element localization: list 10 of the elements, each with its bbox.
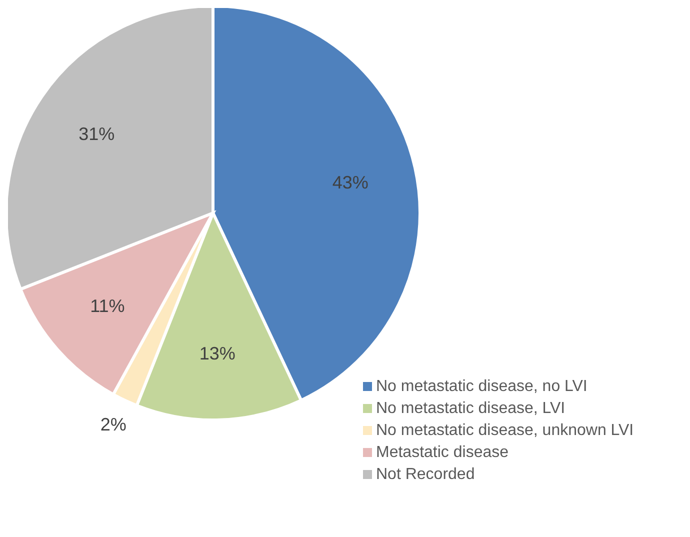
legend-label: No metastatic disease, LVI xyxy=(376,400,566,417)
legend-label: No metastatic disease, unknown LVI xyxy=(376,422,634,439)
data-label: 2% xyxy=(100,414,126,435)
data-label: 43% xyxy=(332,172,368,192)
data-label: 11% xyxy=(90,296,125,316)
legend-label: Metastatic disease xyxy=(376,444,509,461)
data-label: 31% xyxy=(78,124,115,144)
data-label: 13% xyxy=(199,344,236,364)
legend-label: Not Recorded xyxy=(376,466,475,483)
legend-label: No metastatic disease, no LVI xyxy=(376,378,588,395)
